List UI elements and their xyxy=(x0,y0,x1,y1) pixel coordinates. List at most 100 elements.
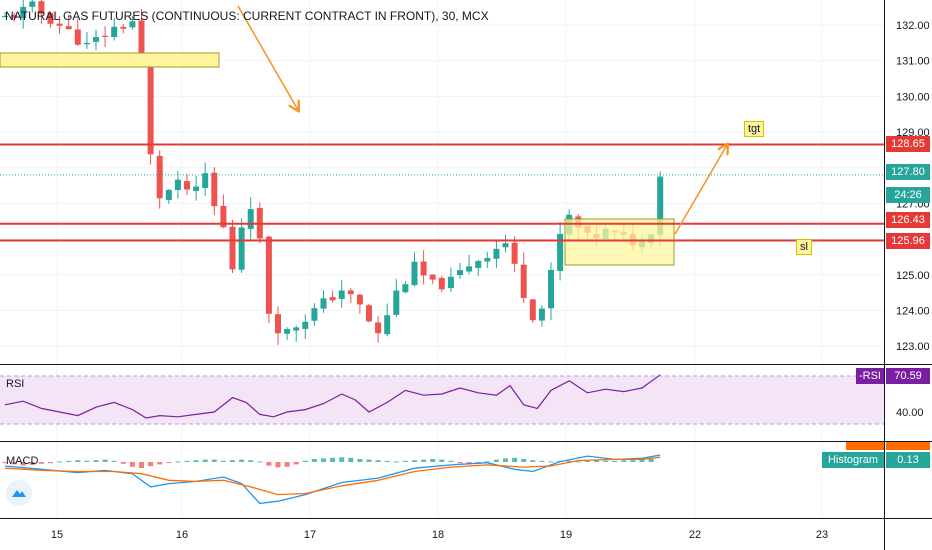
candle-body xyxy=(247,209,254,229)
macd-histogram-bar xyxy=(621,460,627,462)
macd-histogram-bar xyxy=(439,459,445,462)
candle-body xyxy=(447,276,454,289)
price-tick-label: 131.00 xyxy=(896,56,930,68)
macd-histogram-bar xyxy=(38,462,44,464)
macd-histogram-bar xyxy=(157,462,163,465)
macd-histogram-bar xyxy=(357,459,363,462)
signal-tag-partial xyxy=(846,442,884,450)
candle-body xyxy=(302,321,309,329)
candle-body xyxy=(184,181,190,190)
macd-label: MACD xyxy=(6,455,39,467)
macd-histogram-bar xyxy=(421,459,427,462)
rsi-line xyxy=(4,374,661,419)
candle-body xyxy=(147,61,154,155)
macd-histogram-bar xyxy=(166,462,172,463)
macd-histogram-bar xyxy=(530,460,536,462)
candle-body xyxy=(83,42,90,45)
macd-histogram-bar xyxy=(448,460,454,462)
candle-body xyxy=(529,299,536,321)
macd-histogram-bar xyxy=(630,460,636,462)
macd-histogram-bar xyxy=(548,461,554,463)
macd-histogram-bar xyxy=(266,462,272,466)
macd-histogram-bar xyxy=(129,462,135,467)
level-tag-125-96: 125.96 xyxy=(886,233,930,249)
macd-histogram-bar xyxy=(393,461,399,463)
candle-body xyxy=(657,176,664,235)
histogram-value-tag: 0.13 xyxy=(886,452,930,468)
candle-body xyxy=(438,277,445,290)
candle-body xyxy=(138,20,145,61)
macd-histogram-bar xyxy=(2,462,8,464)
macd-histogram-bar xyxy=(339,457,345,462)
candle-body xyxy=(129,21,136,28)
macd-histogram-bar xyxy=(211,459,217,462)
macd-histogram-bar xyxy=(311,459,317,462)
macd-histogram-bar xyxy=(521,459,527,462)
macd-histogram-bar xyxy=(275,462,281,468)
macd-histogram-bar xyxy=(184,460,190,462)
candle-body xyxy=(311,308,318,321)
price-tick-label: 130.00 xyxy=(896,91,930,103)
macd-histogram-bar xyxy=(257,461,263,463)
macd-histogram-bar xyxy=(75,460,81,462)
macd-histogram-bar xyxy=(321,458,326,462)
macd-histogram-bar xyxy=(493,459,499,462)
candle-body xyxy=(211,172,218,207)
macd-histogram-bar xyxy=(348,457,354,462)
histogram-label-tag: Histogram xyxy=(822,452,884,468)
macd-histogram-bar xyxy=(302,460,308,462)
macd-histogram-bar xyxy=(111,460,117,462)
rsi-tick-label: 40.00 xyxy=(896,407,924,419)
candle-body xyxy=(538,308,545,321)
time-tick-label: 15 xyxy=(51,529,63,541)
level-tag-128-65: 128.65 xyxy=(886,136,930,152)
candle-body xyxy=(265,236,272,314)
candle-body xyxy=(93,37,99,42)
macd-histogram-bar xyxy=(57,461,63,463)
candle-body xyxy=(429,274,436,280)
candle-body xyxy=(29,1,36,7)
rsi-band xyxy=(0,376,884,424)
macd-histogram-bar xyxy=(139,462,144,468)
candle-body xyxy=(11,15,18,18)
candle-body xyxy=(284,329,291,334)
macd-histogram-bar xyxy=(29,462,35,465)
consolidation-zone-box xyxy=(564,218,675,266)
rsi-value-tag: 70.59 xyxy=(886,368,930,384)
candle-body xyxy=(484,258,491,262)
macd-histogram-bar xyxy=(330,457,336,462)
macd-histogram-bar xyxy=(175,461,181,463)
time-tick-label: 19 xyxy=(560,529,572,541)
candle-body xyxy=(320,298,327,309)
macd-histogram-bar xyxy=(566,460,572,462)
macd-histogram-bar xyxy=(93,460,99,462)
macd-histogram-bar xyxy=(230,460,235,462)
candle-body xyxy=(293,327,300,331)
chart-title: NATURAL GAS FUTURES (CONTINUOUS: CURRENT… xyxy=(5,9,489,23)
down-arrow xyxy=(237,5,298,110)
candle-body xyxy=(548,269,554,309)
macd-histogram-bar xyxy=(366,459,372,462)
level-tag-126-43: 126.43 xyxy=(886,212,930,228)
macd-histogram-bar xyxy=(11,462,17,465)
candle-body xyxy=(65,26,72,30)
candle-body xyxy=(120,26,127,29)
macd-line xyxy=(4,454,661,505)
candle-body xyxy=(475,261,482,268)
candle-body xyxy=(229,226,236,270)
price-tick-label: 124.00 xyxy=(896,305,930,317)
candle-body xyxy=(511,242,518,264)
target-arrow xyxy=(674,145,727,235)
candle-body xyxy=(338,290,345,299)
price-tick-label: 123.00 xyxy=(896,341,930,353)
candle-body xyxy=(420,261,427,276)
macd-histogram-bar xyxy=(639,459,645,462)
candle-body xyxy=(502,243,509,248)
tradingview-logo-icon[interactable] xyxy=(6,480,32,506)
candle-body xyxy=(366,305,372,322)
candle-body xyxy=(466,266,473,272)
last-price-tag: 127.80 xyxy=(886,164,930,180)
candle-body xyxy=(520,264,527,298)
macd-histogram-bar xyxy=(148,462,154,467)
